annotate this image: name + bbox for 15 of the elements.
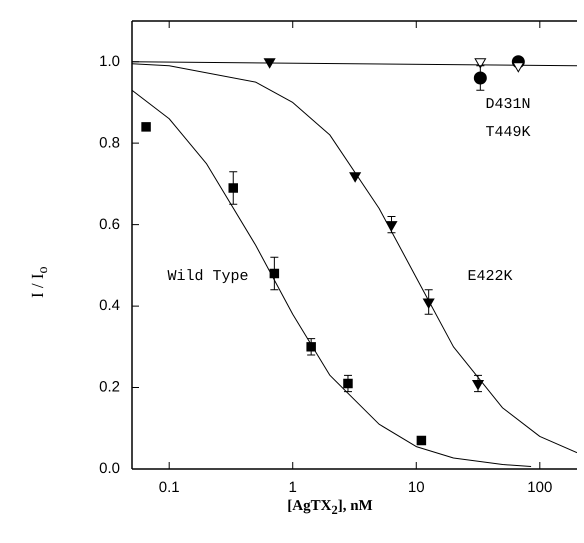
x-tick-label: 100 xyxy=(527,479,552,496)
y-tick-label: 0.0 xyxy=(99,460,120,478)
x-tick-label: 1 xyxy=(288,479,297,496)
annotation: D431N xyxy=(485,96,531,113)
y-tick-label: 0.2 xyxy=(99,378,120,396)
annotation: Wild Type xyxy=(167,268,249,285)
annotation: T449K xyxy=(485,124,531,141)
y-tick-label: 1.0 xyxy=(99,52,120,70)
y-tick-label: 0.6 xyxy=(99,216,120,233)
y-tick-label: 0.4 xyxy=(99,297,120,314)
x-axis-title: [AgTX$_{2}$], nM xyxy=(286,498,374,518)
annotation: E422K xyxy=(467,268,513,285)
y-tick-label: 0.8 xyxy=(99,134,120,152)
x-tick-label: 10 xyxy=(408,479,425,496)
x-tick-label: 0.1 xyxy=(158,479,180,496)
